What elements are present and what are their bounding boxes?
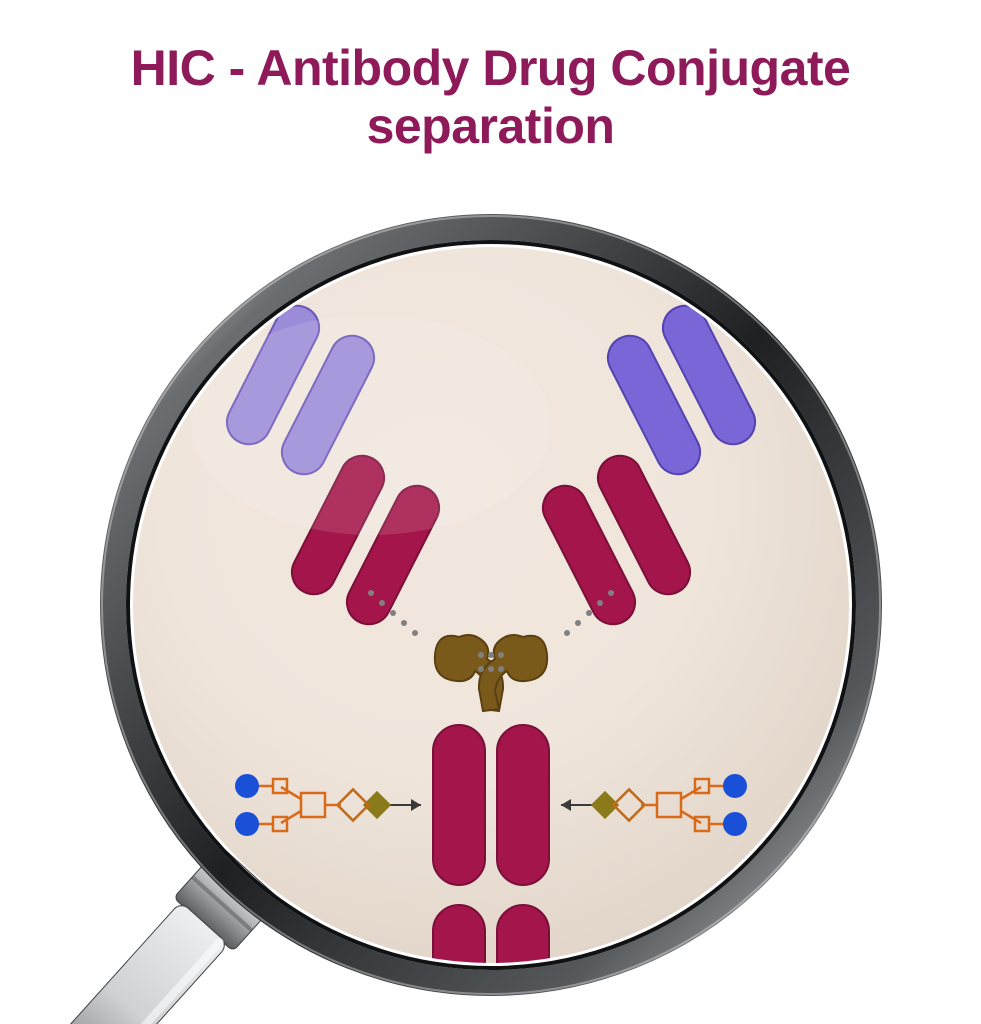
payload-circle-icon <box>235 774 259 798</box>
magnifier-illustration <box>41 195 941 1024</box>
magnifier-svg <box>41 195 941 1024</box>
page-title: HIC - Antibody Drug Conjugate separation <box>0 40 981 155</box>
title-line2: separation <box>367 98 615 154</box>
payload-circle-icon <box>235 812 259 836</box>
title-line1: HIC - Antibody Drug Conjugate <box>131 40 851 96</box>
hinge-disulfide-upper <box>478 652 504 658</box>
lens-highlight <box>191 315 551 535</box>
fc-left-upper <box>433 725 485 885</box>
fc-right-upper <box>497 725 549 885</box>
hinge-disulfide-lower <box>478 666 504 672</box>
payload-circle-icon <box>723 774 747 798</box>
payload-circle-icon <box>723 812 747 836</box>
